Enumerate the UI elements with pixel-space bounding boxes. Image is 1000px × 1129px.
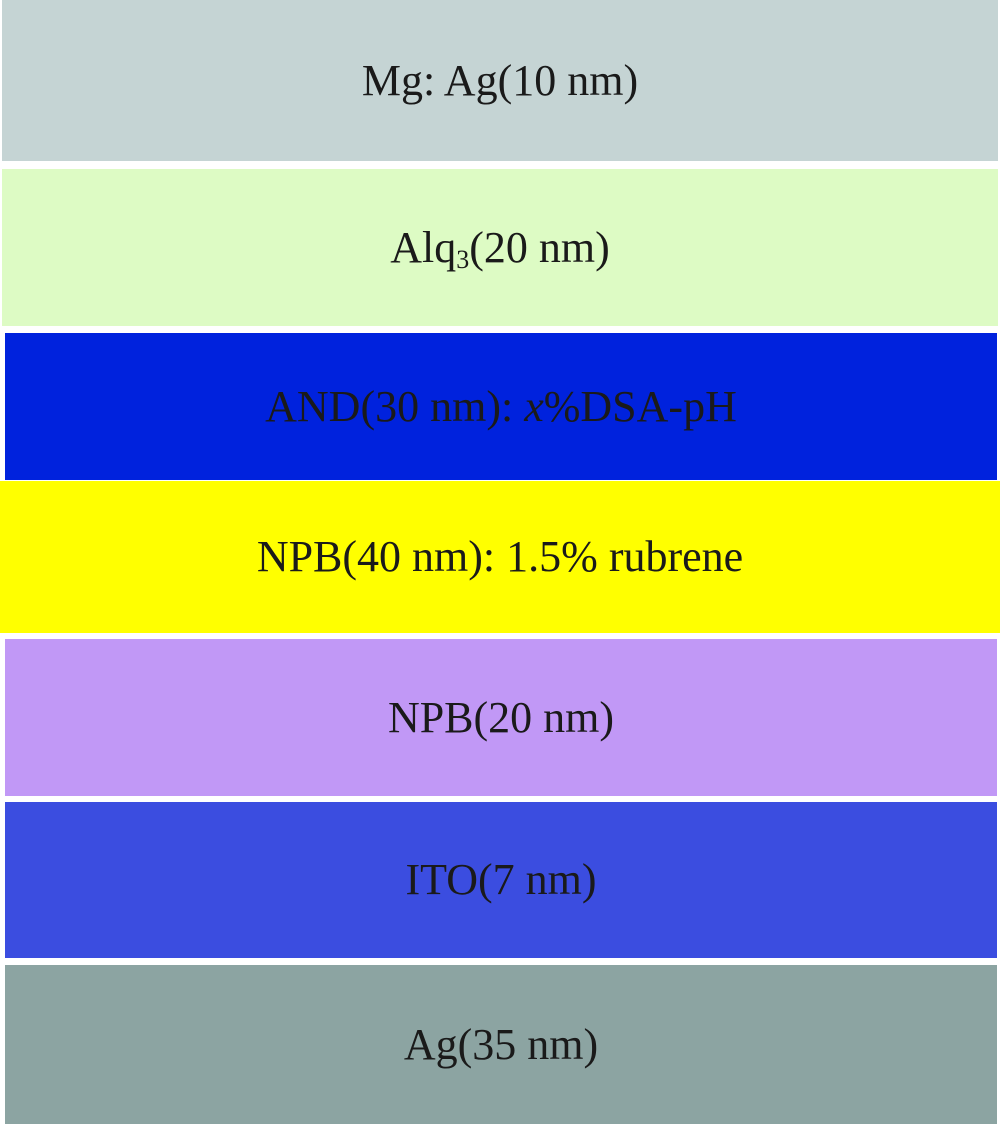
layer-ito: ITO(7 nm): [5, 802, 997, 958]
layer-mg-ag: Mg: Ag(10 nm): [2, 0, 998, 161]
layer-ag: Ag(35 nm): [5, 965, 997, 1124]
layer-ag-label: Ag(35 nm): [403, 1019, 599, 1069]
layer-npb-rubrene: NPB(40 nm): 1.5% rubrene: [0, 481, 1000, 633]
layer-mg-ag-label: Mg: Ag(10 nm): [361, 55, 639, 105]
layer-npb-rubrene-label: NPB(40 nm): 1.5% rubrene: [256, 532, 744, 581]
layer-npb: NPB(20 nm): [5, 639, 997, 796]
layer-alq3: Alq3(20 nm): [2, 169, 998, 326]
layer-and-dsa: AND(30 nm): x%DSA-pH: [5, 333, 997, 480]
layer-ito-label: ITO(7 nm): [405, 855, 597, 904]
layer-and-dsa-label: AND(30 nm): x%DSA-pH: [265, 381, 737, 431]
layer-alq3-label: Alq3(20 nm): [390, 222, 610, 274]
layer-npb-label: NPB(20 nm): [387, 692, 615, 742]
